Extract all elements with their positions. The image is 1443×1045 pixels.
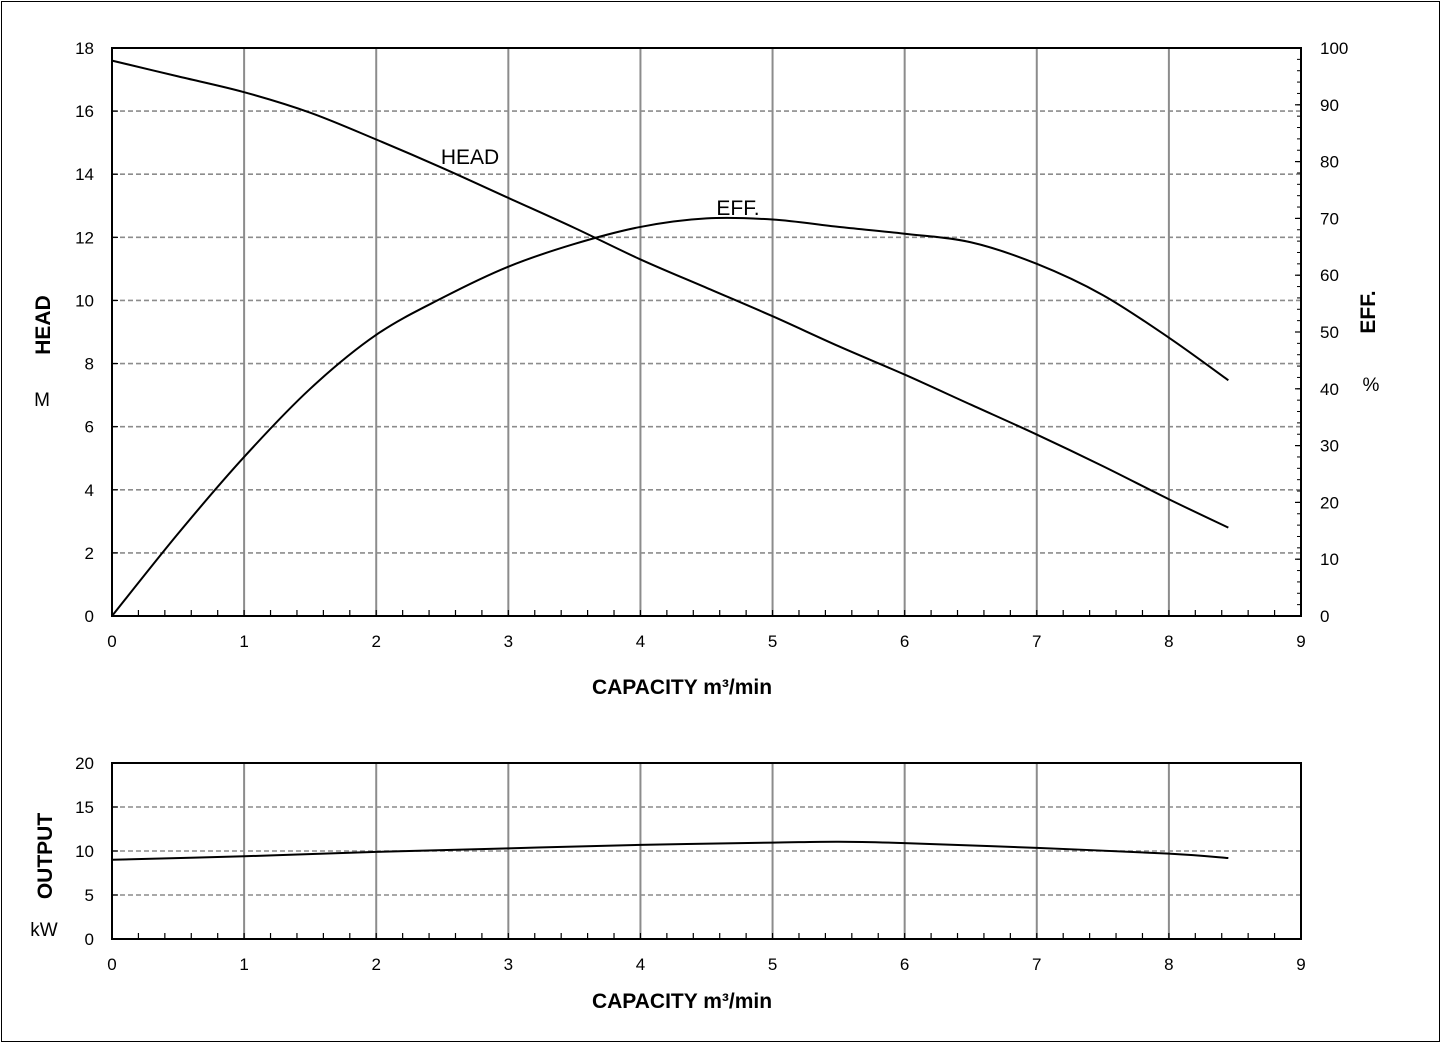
y2-tick-label: 90 bbox=[1320, 96, 1339, 115]
bottom-chart-series bbox=[111, 840, 1229, 861]
top-chart-series bbox=[111, 59, 1229, 617]
y2-tick-label: 50 bbox=[1320, 323, 1339, 342]
x-tick-label: 8 bbox=[1164, 955, 1173, 974]
x-tick-label: 3 bbox=[504, 632, 513, 651]
top-y-axis-unit: M bbox=[34, 390, 50, 411]
x-tick-label: 1 bbox=[239, 632, 248, 651]
x-tick-label: 4 bbox=[636, 632, 645, 651]
y-tick-label: 8 bbox=[85, 355, 94, 374]
y-tick-label: 16 bbox=[75, 102, 94, 121]
x-tick-label: 0 bbox=[107, 955, 116, 974]
x-tick-label: 2 bbox=[371, 632, 380, 651]
x-tick-label: 0 bbox=[107, 632, 116, 651]
x-tick-label: 9 bbox=[1296, 955, 1305, 974]
top-y2-axis-title: EFF. bbox=[1357, 290, 1380, 333]
y-tick-label: 14 bbox=[75, 165, 94, 184]
y2-tick-label: 30 bbox=[1320, 437, 1339, 456]
y-tick-label: 10 bbox=[75, 842, 94, 861]
head-curve bbox=[111, 59, 1229, 529]
y2-tick-label: 70 bbox=[1320, 209, 1339, 228]
y2-tick-label: 0 bbox=[1320, 607, 1329, 626]
x-tick-label: 7 bbox=[1032, 955, 1041, 974]
y2-tick-label: 60 bbox=[1320, 266, 1339, 285]
x-tick-label: 7 bbox=[1032, 632, 1041, 651]
eff-curve bbox=[111, 216, 1229, 617]
x-tick-label: 4 bbox=[636, 955, 645, 974]
top-y-axis-title: HEAD bbox=[32, 295, 55, 355]
y-tick-label: 0 bbox=[85, 607, 94, 626]
top-x-axis-title: CAPACITY m³/min bbox=[592, 676, 772, 699]
eff-curve-label: EFF. bbox=[716, 197, 759, 220]
y-tick-label: 5 bbox=[85, 886, 94, 905]
bottom-y-axis-unit: kW bbox=[30, 920, 58, 941]
y-tick-label: 20 bbox=[75, 754, 94, 773]
y-tick-label: 12 bbox=[75, 228, 94, 247]
top-chart-plot-border bbox=[111, 47, 1302, 617]
y-tick-label: 0 bbox=[85, 930, 94, 949]
y-tick-label: 2 bbox=[85, 544, 94, 563]
y2-tick-label: 10 bbox=[1320, 550, 1339, 569]
bottom-chart-ticks: 0 1 2 3 4 5 6 7 8 9 0 5 10 15 20 bbox=[75, 754, 1306, 974]
head-curve-label: HEAD bbox=[441, 146, 499, 169]
x-tick-label: 6 bbox=[900, 632, 909, 651]
x-tick-label: 5 bbox=[768, 632, 777, 651]
y-tick-label: 15 bbox=[75, 798, 94, 817]
bottom-y-axis-title: OUTPUT bbox=[34, 813, 57, 900]
output-curve bbox=[111, 840, 1229, 861]
y-tick-label: 18 bbox=[75, 39, 94, 58]
y-tick-label: 6 bbox=[85, 418, 94, 437]
y2-tick-label: 100 bbox=[1320, 39, 1348, 58]
top-chart-grid bbox=[112, 48, 1301, 616]
top-y2-axis-unit: % bbox=[1363, 375, 1380, 396]
x-tick-label: 3 bbox=[504, 955, 513, 974]
y2-tick-label: 80 bbox=[1320, 153, 1339, 172]
x-tick-label: 8 bbox=[1164, 632, 1173, 651]
x-tick-label: 6 bbox=[900, 955, 909, 974]
x-tick-label: 2 bbox=[371, 955, 380, 974]
x-tick-label: 9 bbox=[1296, 632, 1305, 651]
x-tick-label: 1 bbox=[239, 955, 248, 974]
y-tick-label: 10 bbox=[75, 291, 94, 310]
y-tick-label: 4 bbox=[85, 481, 94, 500]
bottom-x-axis-title: CAPACITY m³/min bbox=[592, 990, 772, 1013]
top-chart-ticks: 0 1 2 3 4 5 6 7 8 9024681012141618010203040506070… bbox=[75, 39, 1348, 651]
y2-tick-label: 40 bbox=[1320, 380, 1339, 399]
x-tick-label: 5 bbox=[768, 955, 777, 974]
y2-tick-label: 20 bbox=[1320, 493, 1339, 512]
